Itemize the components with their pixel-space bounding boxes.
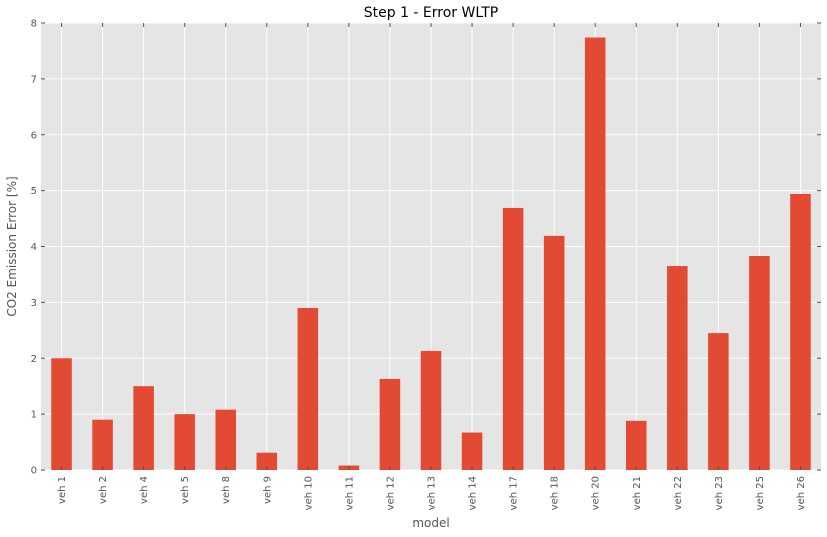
- chart-title: Step 1 - Error WLTP: [364, 5, 498, 21]
- x-tick-label: veh 18: [550, 476, 561, 510]
- x-tick-label: veh 12: [385, 476, 396, 510]
- y-tick-label: 1: [31, 410, 37, 421]
- x-tick-label: veh 26: [796, 476, 807, 510]
- bar-veh-10: [297, 307, 319, 470]
- bar-veh-22: [667, 266, 688, 470]
- x-tick-label: veh 14: [468, 476, 479, 510]
- x-tick-label: veh 1: [57, 476, 68, 504]
- bar-veh-8: [215, 409, 236, 470]
- y-tick-label: 0: [31, 466, 37, 477]
- x-axis-label: model: [412, 516, 449, 530]
- x-tick-label: veh 20: [591, 476, 602, 510]
- x-tick-label: veh 25: [755, 476, 766, 510]
- bar-veh-26: [790, 193, 811, 471]
- bar-veh-18: [543, 235, 565, 470]
- y-tick-label: 5: [31, 186, 37, 197]
- x-tick-label: veh 22: [673, 476, 684, 510]
- bar-veh-25: [749, 255, 770, 470]
- bar-veh-12: [379, 378, 401, 470]
- x-tick-label: veh 4: [139, 476, 150, 504]
- bar-veh-17: [502, 207, 524, 471]
- bar-veh-4: [133, 386, 154, 470]
- x-tick-label: veh 13: [427, 476, 438, 510]
- bar-veh-2: [92, 419, 113, 470]
- x-tick-label: veh 2: [98, 476, 109, 504]
- x-tick-label: veh 21: [632, 476, 643, 510]
- ticks: [41, 22, 821, 471]
- y-axis-label: CO2 Emission Error [%]: [5, 176, 19, 316]
- bar-veh-5: [174, 414, 195, 470]
- x-tick-label: veh 11: [344, 476, 355, 510]
- y-tick-label: 2: [31, 354, 37, 365]
- x-tick-label: veh 9: [262, 476, 273, 504]
- y-tick-label: 6: [31, 130, 37, 141]
- x-tick-label: veh 5: [180, 476, 191, 504]
- bar-veh-20: [584, 37, 606, 471]
- bar-veh-14: [461, 432, 483, 470]
- x-tick-label: veh 8: [221, 476, 232, 504]
- x-tick-label: veh 23: [714, 476, 725, 510]
- y-tick-label: 3: [31, 298, 37, 309]
- bar-veh-23: [708, 333, 729, 470]
- tick-labels: 0 1 2 3 4 5 6 7 8 veh 1 veh 2 veh 4 veh 5 veh 8 veh 9 v…: [31, 19, 807, 511]
- x-tick-label: veh 17: [509, 476, 520, 510]
- bars: [51, 37, 811, 471]
- y-tick-label: 4: [31, 242, 37, 253]
- bar-veh-21: [626, 420, 647, 470]
- bar-veh-1: [51, 358, 72, 470]
- bar-veh-9: [256, 452, 278, 470]
- x-tick-label: veh 10: [303, 476, 314, 510]
- y-tick-label: 8: [31, 19, 37, 30]
- bar-veh-13: [420, 350, 442, 470]
- y-tick-label: 7: [31, 74, 37, 85]
